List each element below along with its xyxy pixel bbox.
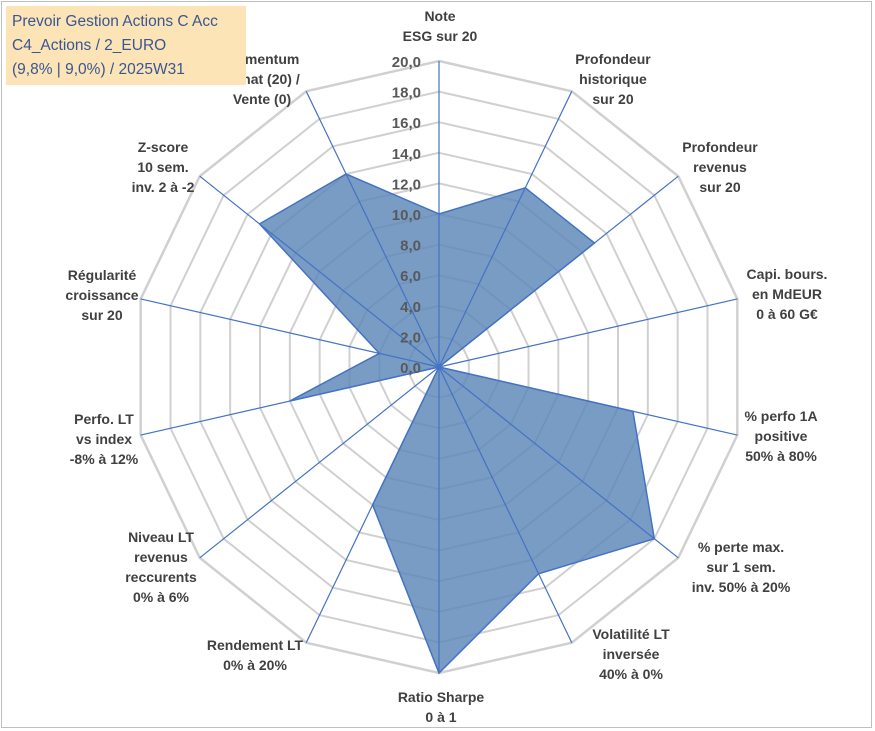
tick-labels: 0,0 2,0 4,0 6,0 8,0 10,0 12,0 14,0 16,0 18,0 20,0 (392, 54, 421, 377)
axis-spoke (438, 366, 738, 436)
category-label: Niveau LT revenus reccurents 0% à 6% (125, 529, 197, 605)
chart-title-box: Prevoir Gestion Actions C Acc C4_Actions… (6, 6, 246, 85)
tick-label: 18,0 (392, 85, 421, 102)
axis-spoke (305, 91, 440, 368)
category-label-line: revenus (134, 549, 188, 565)
category-label: Volatilité LT inversée 40% à 0% (592, 626, 670, 682)
category-label: Capi. bours. en MdEUR 0 à 60 G€ (747, 266, 828, 322)
category-label: Rendement LT 0% à 20% (207, 637, 304, 673)
category-label-line: Régularité (68, 267, 137, 283)
axis-spoke (140, 298, 440, 368)
category-label: Note ESG sur 20 (403, 8, 478, 44)
category-label: Régularité croissance sur 20 (65, 267, 138, 323)
series-layer (258, 173, 656, 675)
category-label-line: Profondeur (682, 139, 758, 155)
category-label-line: -8% à 12% (70, 451, 139, 467)
category-label-line: historique (579, 71, 647, 87)
category-label-line: Vente (0) (233, 91, 291, 107)
category-label-line: Note (424, 8, 455, 24)
tick-label: 4,0 (400, 299, 421, 316)
category-label-line: 0% à 6% (133, 589, 190, 605)
tick-label: 8,0 (400, 238, 421, 255)
category-label-line: 40% à 0% (599, 666, 663, 682)
category-label-line: inv. 2 à -2 (132, 179, 195, 195)
category-label-line: Rendement LT (207, 637, 304, 653)
tick-label: 6,0 (400, 268, 421, 285)
tick-label: 2,0 (400, 329, 421, 346)
tick-label: 12,0 (392, 176, 421, 193)
tick-label: 14,0 (392, 146, 421, 163)
category-label: Profondeur historique sur 20 (575, 51, 651, 107)
tick-label: 16,0 (392, 115, 421, 132)
category-label-line: Profondeur (575, 51, 651, 67)
tick-label: 0,0 (400, 360, 421, 377)
category-label-line: en MdEUR (752, 286, 822, 302)
category-label-line: Niveau LT (128, 529, 194, 545)
category-labels: Note ESG sur 20 Profondeur historique sur 20… (65, 8, 827, 725)
category-label-line: reccurents (125, 569, 197, 585)
category-label: Z-score 10 sem. inv. 2 à -2 (132, 139, 195, 195)
category-label-line: 0% à 20% (223, 657, 287, 673)
category-label-line: Volatilité LT (592, 626, 670, 642)
category-label: Perfo. LT vs index -8% à 12% (70, 411, 139, 467)
category-label-line: ESG sur 20 (403, 28, 478, 44)
category-label-line: 0 à 1 (425, 709, 456, 725)
series-area (258, 173, 656, 675)
axis-spoke (199, 175, 440, 368)
category-label: Profondeur revenus sur 20 (682, 139, 758, 195)
category-label: % perte max. sur 1 sem. inv. 50% à 20% (692, 539, 791, 595)
axis-spoke (199, 366, 440, 559)
axis-spoke (438, 175, 679, 368)
axis-spoke (438, 366, 573, 643)
category-label-line: vs index (76, 431, 132, 447)
spoke-layer (140, 61, 738, 673)
category-label-line: sur 20 (592, 91, 633, 107)
category-label-line: 10 sem. (137, 159, 188, 175)
chart-title-line-1: Prevoir Gestion Actions C Acc (12, 13, 218, 30)
category-label-line: sur 20 (81, 307, 122, 323)
category-label-line: % perfo 1A (744, 408, 817, 424)
category-label-line: 0 à 60 G€ (756, 306, 818, 322)
category-label-line: Ratio Sharpe (398, 689, 485, 705)
category-label-line: revenus (693, 159, 747, 175)
category-label-line: inversée (603, 646, 660, 662)
axis-spoke (438, 91, 573, 368)
category-label-line: positive (755, 428, 808, 444)
tick-label: 10,0 (392, 207, 421, 224)
axis-spoke (140, 366, 440, 436)
category-label-line: Capi. bours. (747, 266, 828, 282)
category-label: Ratio Sharpe 0 à 1 (398, 689, 485, 725)
category-label-line: inv. 50% à 20% (692, 579, 791, 595)
category-label-line: Perfo. LT (74, 411, 134, 427)
tick-label: 20,0 (392, 54, 421, 71)
axis-spoke (438, 298, 738, 368)
category-label-line: % perte max. (698, 539, 784, 555)
category-label-line: 50% à 80% (745, 448, 817, 464)
axis-spoke (305, 366, 440, 643)
category-label-line: sur 20 (699, 179, 740, 195)
chart-title-line-3: (9,8% | 9,0%) / 2025W31 (12, 61, 185, 78)
category-label: % perfo 1A positive 50% à 80% (744, 408, 817, 464)
axis-spoke (438, 366, 679, 559)
category-label-line: sur 1 sem. (706, 559, 775, 575)
category-label-line: Z-score (138, 139, 189, 155)
chart-title-line-2: C4_Actions / 2_EURO (12, 37, 167, 54)
category-label-line: croissance (65, 287, 138, 303)
